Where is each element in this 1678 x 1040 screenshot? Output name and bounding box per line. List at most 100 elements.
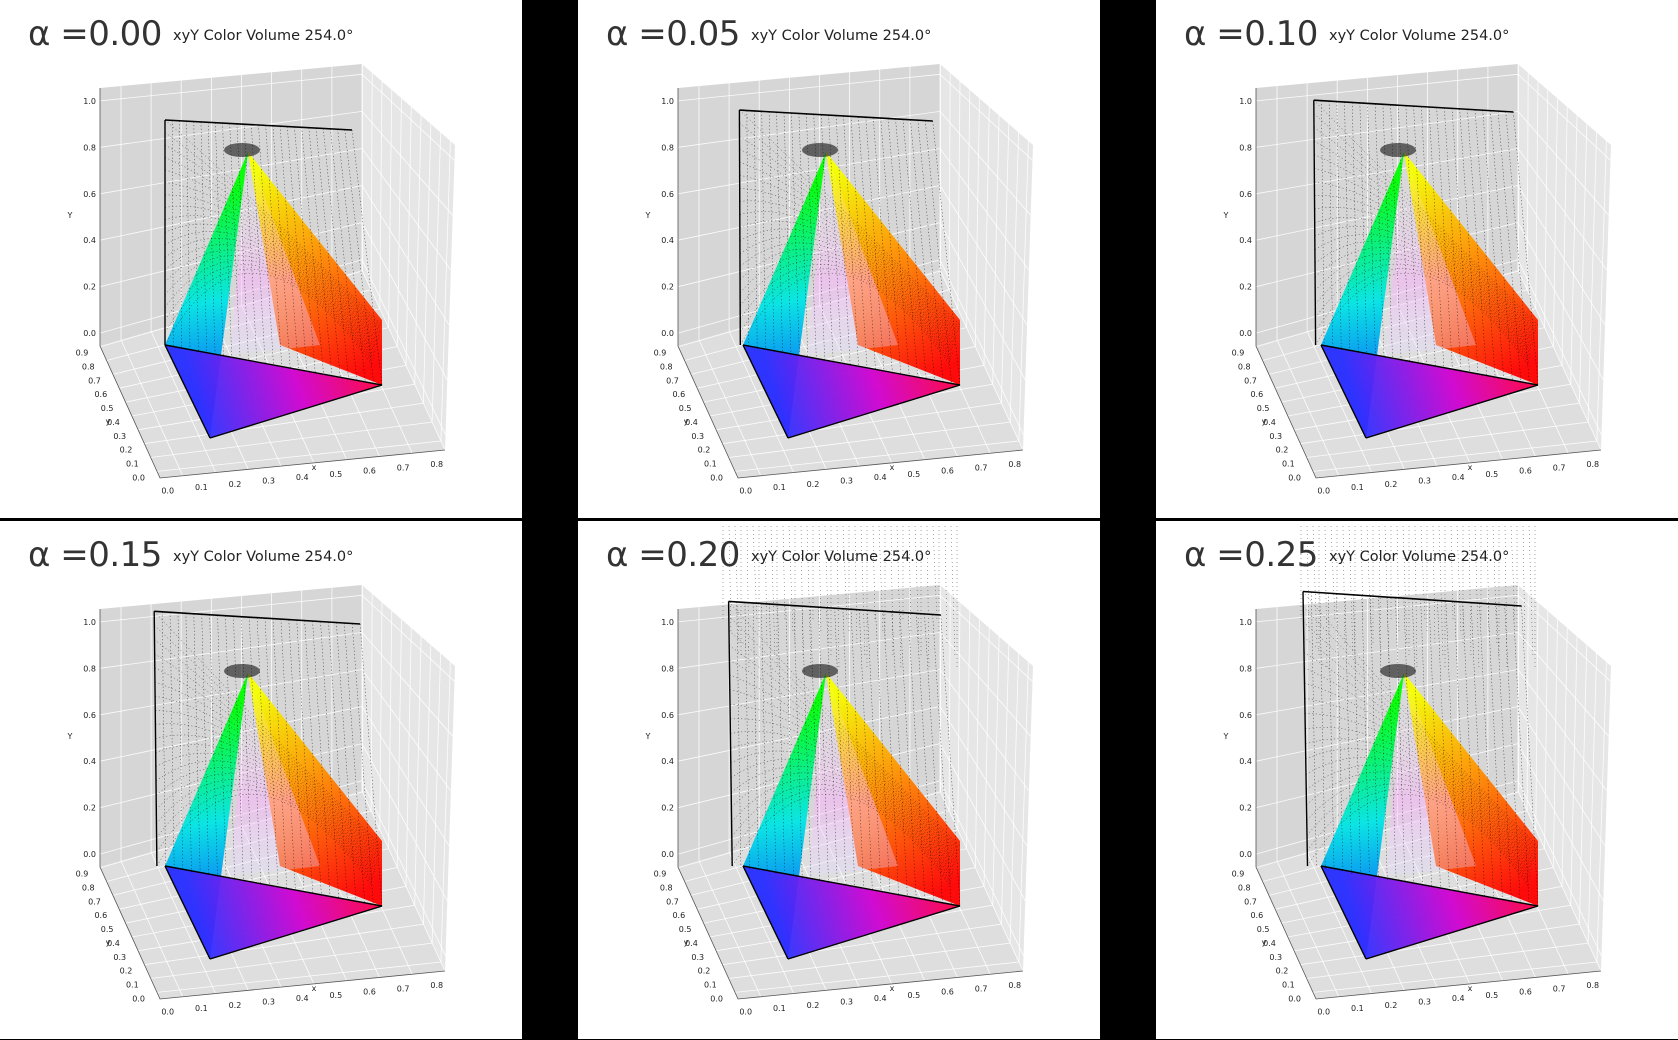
y-tick-label: 0.3 (113, 432, 126, 441)
mesh-curve (164, 244, 376, 352)
mesh-line (171, 120, 174, 347)
chart-panel: 0.0 0.2 0.4 0.6 0.8 1.0 Y 0.0 0.1 0.2 0.3 0.4 0.5 0.6… (0, 0, 522, 518)
mesh-curve (1304, 713, 1534, 864)
mesh-curve (1313, 140, 1537, 332)
x-tick-label: 0.3 (840, 998, 853, 1007)
z-tick-label: 0.8 (661, 664, 674, 673)
x-tick-label: 0.2 (1385, 1001, 1398, 1010)
mesh-curve (1314, 217, 1534, 346)
mesh-curve (729, 704, 957, 862)
chart-title: xyY Color Volume 254.0° (751, 549, 932, 565)
x-tick-label: 0.4 (296, 473, 309, 482)
gamut-face-pink-core (808, 152, 898, 355)
x-tick-label: 0.8 (430, 981, 443, 990)
mesh-curve (156, 767, 375, 876)
mesh-curve (730, 741, 955, 869)
mesh-curve (1304, 682, 1535, 860)
mesh-line (236, 123, 249, 361)
x-axis-label: x (312, 463, 317, 472)
mesh-line (272, 618, 288, 890)
mesh-curve (728, 615, 960, 849)
x-tick-label: 0.4 (874, 473, 887, 482)
mesh-line (1353, 594, 1361, 876)
mesh-curve (731, 793, 951, 887)
y-tick-label: 0.8 (1238, 884, 1251, 893)
alpha-label: α =0.25 (1184, 535, 1318, 575)
x-tick-label: 0.7 (1553, 984, 1566, 993)
x-tick-label: 0.0 (161, 486, 174, 495)
mesh-line (1351, 102, 1359, 353)
y-tick-label: 0.5 (101, 925, 114, 934)
mesh-floor-edge-3 (1365, 905, 1539, 960)
mesh-curve (731, 778, 952, 880)
mesh-curve (1303, 652, 1536, 856)
x-tick-label: 0.4 (296, 994, 309, 1003)
z-tick-label: 1.0 (83, 618, 96, 627)
chart-panel: 0.0 0.2 0.4 0.6 0.8 1.0 Y 0.0 0.1 0.2 0.3 0.4 0.5 0.6… (578, 521, 1100, 1039)
gridline-x (939, 585, 1024, 972)
y-tick-label: 0.8 (660, 363, 673, 372)
mesh-line (1336, 101, 1342, 350)
axis-edges (677, 609, 1024, 1000)
mesh-curve (164, 169, 380, 335)
gamut-face-magenta (743, 866, 960, 959)
mesh-line (1403, 598, 1415, 885)
mesh-curve (1313, 127, 1538, 330)
mesh-line (752, 602, 759, 871)
mesh-curve (739, 236, 955, 350)
y-tick-label: 0.7 (88, 897, 101, 906)
mesh-line (850, 116, 868, 369)
mesh-curve (1307, 789, 1529, 884)
wireframe-mesh (153, 610, 383, 960)
mesh-curve (739, 135, 960, 330)
mesh-curve (155, 744, 377, 869)
mesh-line (761, 111, 766, 350)
gridline-y (1312, 661, 1607, 993)
mesh-line (294, 126, 316, 373)
gridline-x (150, 604, 216, 994)
y-tick-label: 0.7 (1244, 376, 1257, 385)
z-tick-label: 0.8 (1239, 664, 1252, 673)
mesh-curve (730, 730, 956, 867)
mesh-curve (155, 734, 378, 867)
mesh-line (754, 110, 758, 349)
axis-edges (1255, 88, 1602, 479)
x-tick-label: 0.8 (1586, 981, 1599, 990)
y-tick-label: 0.2 (120, 446, 133, 455)
mesh-line (315, 128, 341, 378)
mesh-line (209, 614, 218, 877)
mesh-curve (1306, 764, 1531, 876)
x-tick-label: 0.3 (1418, 477, 1431, 486)
z-tick-label: 0.4 (1239, 757, 1252, 766)
mesh-floor-edge-2 (742, 344, 789, 439)
x-tick-label: 0.6 (1519, 467, 1532, 476)
z-tick-label: 0.2 (1239, 283, 1252, 292)
z-tick-label: 0.0 (1239, 329, 1252, 338)
mesh-line (1490, 110, 1513, 381)
y-tick-label: 0.2 (698, 446, 711, 455)
mesh-curve (731, 784, 952, 882)
mesh-line (835, 115, 851, 366)
mesh-line (1413, 106, 1428, 366)
y-tick-label: 0.9 (654, 349, 667, 358)
mesh-curve (1304, 698, 1535, 862)
gridline-x (1517, 585, 1602, 972)
mesh-floor-edge-3 (209, 905, 383, 960)
mesh-line (924, 613, 943, 903)
mesh-floor-edge-3 (787, 384, 961, 439)
mesh-line (233, 616, 244, 882)
alpha-label: α =0.20 (606, 535, 740, 575)
x-tick-label: 0.1 (195, 483, 208, 492)
gridline-x (361, 585, 446, 972)
mesh-line (899, 612, 917, 899)
x-tick-label: 0.0 (739, 486, 752, 495)
mesh-line (932, 614, 952, 905)
mesh-curve (154, 625, 382, 849)
mesh-curve (739, 248, 953, 355)
y-tick-label: 0.2 (1276, 967, 1289, 976)
gridline-y (156, 140, 451, 472)
white-point-mark (1380, 143, 1416, 157)
y-tick-label: 0.2 (120, 967, 133, 976)
mesh-line (308, 127, 333, 376)
mesh-curve (728, 601, 961, 847)
